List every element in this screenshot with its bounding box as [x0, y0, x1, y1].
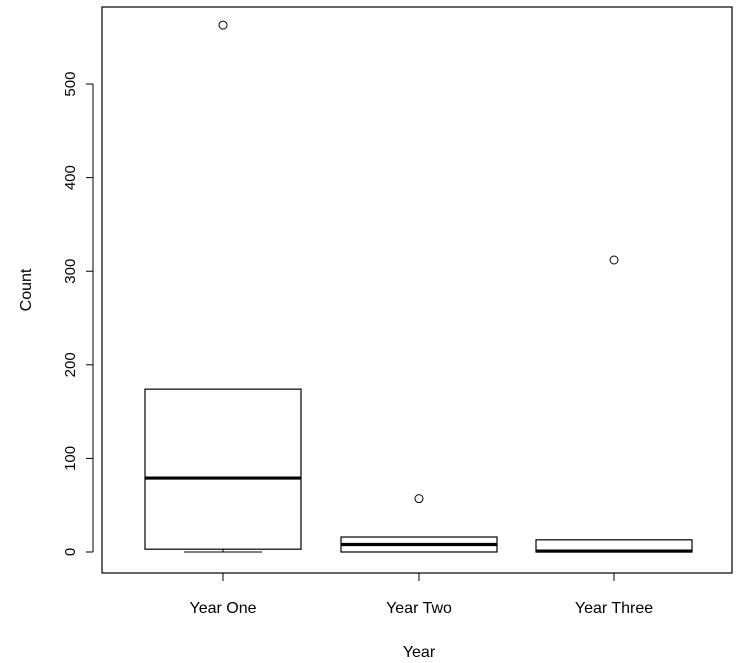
y-tick-label: 300 — [62, 259, 79, 284]
outlier-point — [218, 20, 228, 30]
x-axis: Year One Year Two Year Three — [189, 572, 653, 617]
outlier-point — [414, 494, 424, 504]
y-tick-label: 100 — [62, 446, 79, 471]
y-tick-label: 0 — [62, 548, 79, 556]
box-iqr — [144, 388, 302, 550]
y-tick-label: 200 — [62, 352, 79, 377]
y-axis-title: Count — [18, 268, 35, 311]
boxes — [144, 20, 693, 553]
box-group — [340, 494, 498, 553]
box-group — [144, 20, 302, 553]
x-tick-label: Year Three — [575, 600, 653, 617]
x-axis-title: Year — [403, 644, 436, 661]
y-axis: 0 100 200 300 400 500 — [62, 72, 94, 556]
y-tick-label: 500 — [62, 72, 79, 97]
outlier-point — [609, 255, 619, 265]
y-tick-label: 400 — [62, 165, 79, 190]
x-tick-label: Year One — [189, 600, 256, 617]
box-group — [535, 255, 693, 553]
x-tick-label: Year Two — [386, 600, 452, 617]
